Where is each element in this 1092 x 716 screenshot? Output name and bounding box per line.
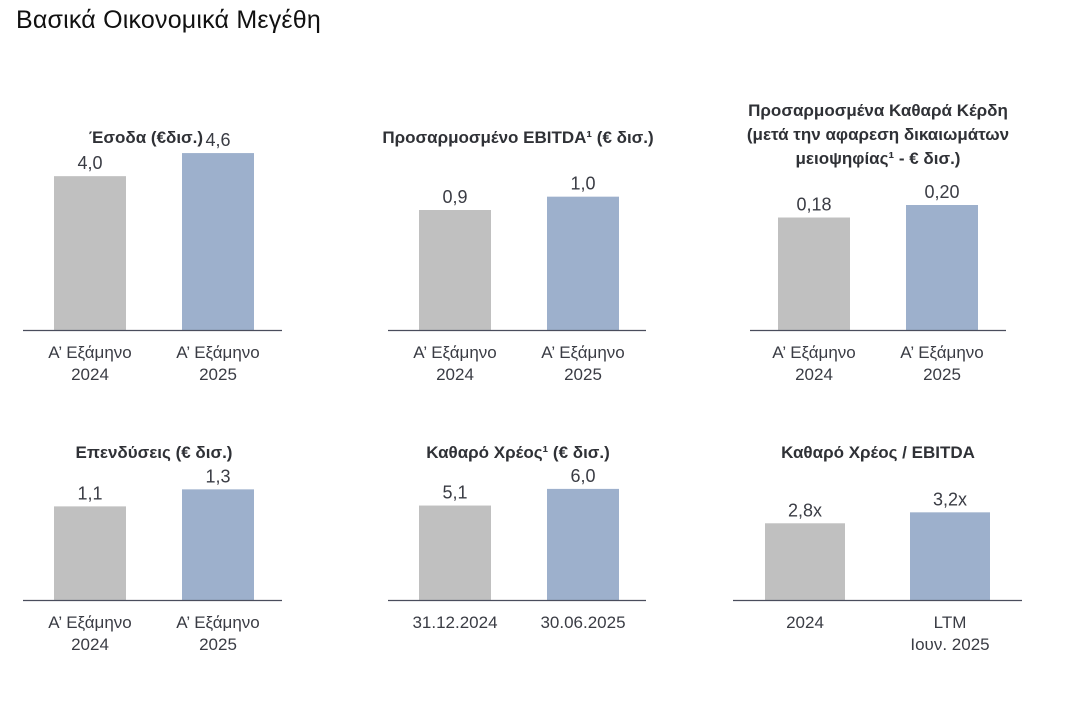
chart-3-data-label-1: 0,18 (796, 195, 831, 215)
chart-5-category-label: 30.06.2025 (540, 613, 625, 632)
chart-2-data-label-2: 1,0 (570, 174, 595, 194)
chart-3-data-label-2: 0,20 (924, 182, 959, 202)
chart-4-category-label: 2024 (71, 635, 109, 654)
chart-6-title: Καθαρό Χρέος / EBITDA (728, 441, 1028, 465)
chart-2-title-line: Προσαρμοσμένο EBITDA¹ (€ δισ.) (382, 128, 654, 147)
chart-3-title-line: μειοψηφίας¹ - € δισ.) (795, 149, 961, 168)
chart-3-category-label: Α’ Εξάμηνο (900, 343, 983, 362)
chart-3-category-label: 2025 (923, 365, 961, 384)
chart-3-title-line: Προσαρμοσμένα Καθαρά Κέρδη (748, 101, 1008, 120)
chart-5-bar-1 (419, 505, 491, 600)
chart-3-category-label: Α’ Εξάμηνο (772, 343, 855, 362)
chart-4-category-label: Α’ Εξάμηνο (176, 613, 259, 632)
chart-6-data-label-2: 3,2x (933, 489, 967, 509)
chart-4-category-label: 2025 (199, 635, 237, 654)
chart-5-category-label: 31.12.2024 (412, 613, 497, 632)
chart-2-category-label: Α’ Εξάμηνο (541, 343, 624, 362)
chart-4-data-label-2: 1,3 (205, 466, 230, 486)
chart-1-category-label: Α’ Εξάμηνο (48, 343, 131, 362)
chart-5-data-label-1: 5,1 (442, 483, 467, 503)
chart-6-title-line: Καθαρό Χρέος / EBITDA (781, 443, 975, 462)
chart-4-data-label-1: 1,1 (77, 483, 102, 503)
chart-4-bar-2 (182, 489, 254, 600)
chart-3-category-label: 2024 (795, 365, 833, 384)
chart-1-title-line: Έσοδα (€δισ.) (88, 128, 204, 147)
chart-2-category-label: Α’ Εξάμηνο (413, 343, 496, 362)
chart-5-title: Καθαρό Χρέος¹ (€ δισ.) (368, 441, 668, 465)
chart-4-category-label: Α’ Εξάμηνο (48, 613, 131, 632)
chart-3-bar-1 (778, 217, 850, 330)
chart-2-bar-1 (419, 210, 491, 330)
chart-6-category-label: LTM (934, 613, 967, 632)
chart-3-title-line: (μετά την αφαρεση δικαιωμάτων (746, 125, 1010, 144)
chart-4-bar-1 (54, 506, 126, 600)
chart-1-category-label: 2025 (199, 365, 237, 384)
chart-2-category-label: 2024 (436, 365, 474, 384)
chart-6-bar-2 (910, 512, 990, 600)
chart-4-title-line: Επενδύσεις (€ δισ.) (75, 443, 233, 462)
chart-6-data-label-1: 2,8x (788, 500, 822, 520)
chart-2-category-label: 2025 (564, 365, 602, 384)
chart-5-data-label-2: 6,0 (570, 466, 595, 486)
chart-1-category-label: 2024 (71, 365, 109, 384)
chart-1-data-label-1: 4,0 (77, 153, 102, 173)
page-title: Βασικά Οικονομικά Μεγέθη (16, 6, 321, 34)
chart-5-title-line: Καθαρό Χρέος¹ (€ δισ.) (426, 443, 610, 462)
chart-1-category-label: Α’ Εξάμηνο (176, 343, 259, 362)
chart-6-category-label: Ιουν. 2025 (910, 635, 989, 654)
chart-2-title: Προσαρμοσμένο EBITDA¹ (€ δισ.) (353, 126, 683, 150)
chart-6-bar-1 (765, 523, 845, 600)
chart-3-title: Προσαρμοσμένα Καθαρά Κέρδη (μετά την αφαρ… (708, 99, 1048, 171)
chart-3-bar-2 (906, 205, 978, 330)
chart-5-bar-2 (547, 488, 619, 600)
chart-1-bar-2 (182, 153, 254, 330)
chart-1-title: Έσοδα (€δισ.) (0, 126, 296, 150)
chart-2-bar-2 (547, 196, 619, 330)
chart-2-data-label-1: 0,9 (442, 187, 467, 207)
chart-1-bar-1 (54, 176, 126, 330)
chart-4-title: Επενδύσεις (€ δισ.) (4, 441, 304, 465)
chart-6-category-label: 2024 (786, 613, 824, 632)
